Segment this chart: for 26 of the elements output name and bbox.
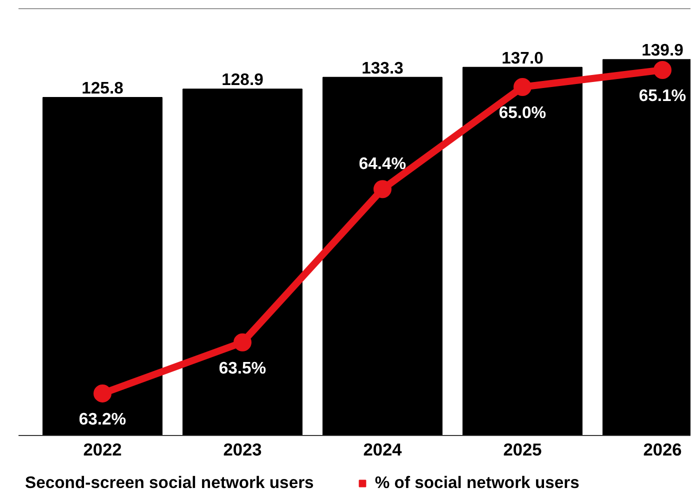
- data-label: 125.8: [82, 78, 124, 98]
- data-label: 128.9: [222, 70, 264, 90]
- data-label: 139.9: [642, 40, 684, 60]
- bar: [182, 88, 302, 436]
- x-tick-label: 2024: [363, 440, 402, 460]
- data-label: 63.5%: [218, 358, 266, 378]
- point: [234, 333, 252, 352]
- x-tick-label: 2022: [83, 440, 122, 460]
- data-label: 65.0%: [498, 102, 546, 122]
- bar: [42, 97, 162, 436]
- x-tick-label: 2023: [223, 440, 262, 460]
- point: [94, 384, 112, 402]
- point: [374, 180, 392, 198]
- bar: [462, 66, 582, 436]
- legend-label: % of social network users: [374, 473, 580, 493]
- point: [654, 60, 672, 79]
- bar: [322, 76, 442, 436]
- data-label: 63.2%: [78, 409, 126, 428]
- x-tick-label: 2025: [503, 440, 542, 460]
- data-label: 137.0: [502, 48, 544, 68]
- data-label: 65.1%: [638, 86, 686, 105]
- text: Second-screen social network users: [25, 473, 314, 493]
- data-label: 133.3: [362, 58, 404, 78]
- point: [514, 78, 532, 96]
- x-tick-label: 2026: [643, 440, 682, 460]
- data-label: 64.4%: [358, 154, 406, 174]
